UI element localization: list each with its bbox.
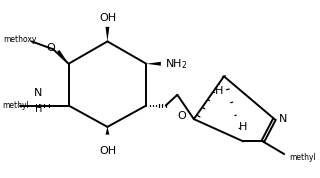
Text: OH: OH [99, 146, 116, 156]
Polygon shape [106, 127, 109, 135]
Polygon shape [106, 27, 109, 41]
Text: H: H [35, 104, 42, 114]
Text: methyl: methyl [2, 101, 28, 110]
Polygon shape [56, 50, 68, 64]
Text: N: N [279, 114, 288, 124]
Polygon shape [146, 62, 161, 66]
Text: NH$_2$: NH$_2$ [165, 57, 187, 71]
Text: N: N [34, 88, 43, 98]
Text: O: O [177, 111, 186, 121]
Text: methoxy: methoxy [3, 35, 37, 44]
Text: O: O [47, 43, 55, 53]
Text: H: H [239, 122, 248, 132]
Text: methyl: methyl [289, 153, 316, 163]
Text: H: H [215, 86, 223, 96]
Text: OH: OH [99, 13, 116, 23]
